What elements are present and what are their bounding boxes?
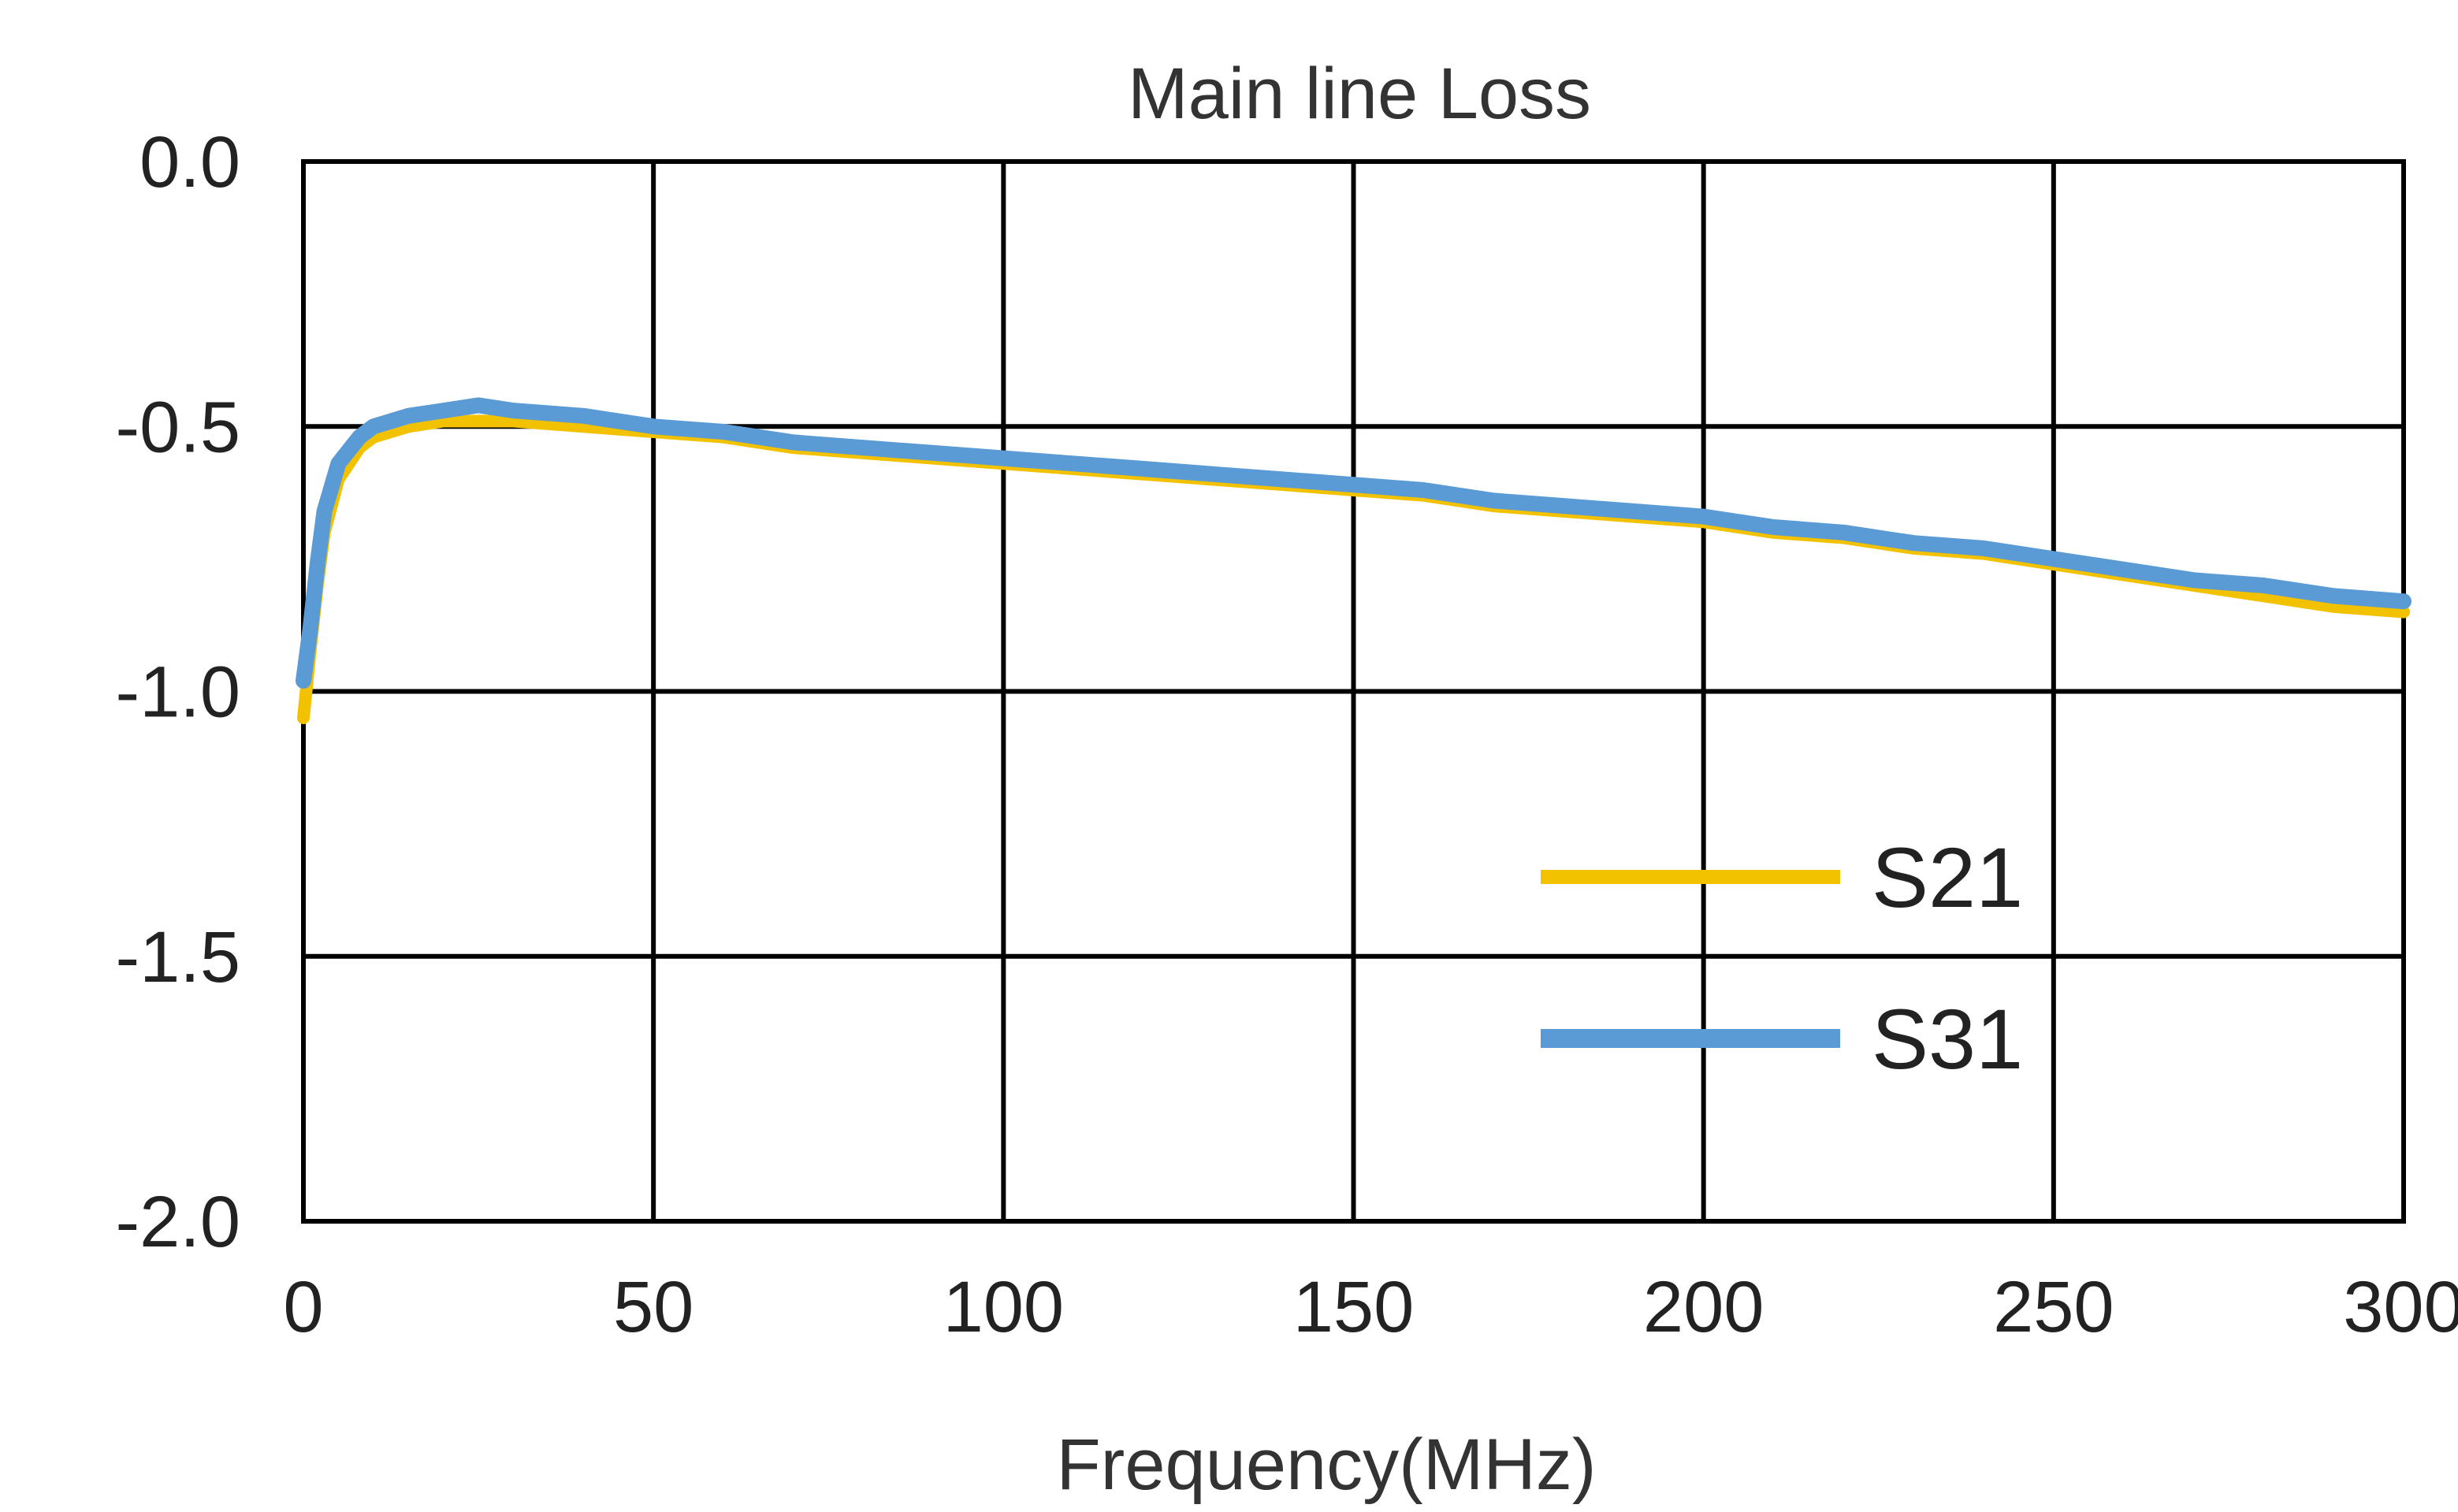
y-tick-label-0.0: 0.0 <box>139 122 240 202</box>
y-tick-label--1.5: -1.5 <box>115 917 240 997</box>
series-line-s31 <box>296 397 2412 689</box>
series-lines <box>296 397 2412 725</box>
legend-label-s21: S21 <box>1872 830 2023 925</box>
x-tick-label-100: 100 <box>943 1267 1065 1347</box>
x-tick-label-0: 0 <box>283 1267 323 1347</box>
x-tick-label-250: 250 <box>1993 1267 2114 1347</box>
legend-label-s31: S31 <box>1872 991 2023 1087</box>
y-tick-label--1.0: -1.0 <box>115 652 240 733</box>
y-tick-label--0.5: -0.5 <box>115 387 240 467</box>
legend: S21 S31 <box>1541 830 2023 1087</box>
x-tick-label-200: 200 <box>1643 1267 1764 1347</box>
y-tick-label--2.0: -2.0 <box>115 1182 240 1262</box>
axes: 0 50 100 150 200 250 300 0.0 -0.5 -1.0 -1.5 -2.0 <box>115 122 2458 1347</box>
x-tick-label-150: 150 <box>1293 1267 1415 1347</box>
x-tick-label-300: 300 <box>2343 1267 2458 1347</box>
chart-title: Main line Loss <box>1128 54 1591 134</box>
x-tick-label-50: 50 <box>613 1267 694 1347</box>
x-axis-label: Frequency(MHz) <box>1056 1425 1596 1505</box>
